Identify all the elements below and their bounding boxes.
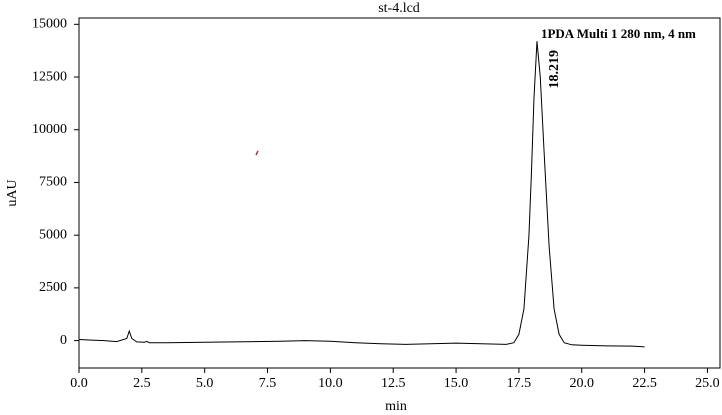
x-tick-label: 15.0 — [444, 376, 469, 391]
x-tick-label: 5.0 — [196, 376, 214, 391]
x-tick-label: 7.5 — [259, 376, 277, 391]
y-tick-label: 12500 — [32, 69, 67, 84]
x-tick-label: 20.0 — [569, 376, 594, 391]
x-tick-label: 17.5 — [507, 376, 532, 391]
y-tick-label: 10000 — [32, 122, 67, 137]
plot-frame — [78, 17, 721, 369]
x-tick-label: 12.5 — [381, 376, 406, 391]
stray-mark — [255, 150, 259, 156]
y-tick-label: 0 — [60, 333, 67, 348]
chart-title: st-4.lcd — [378, 1, 420, 16]
y-tick-label: 7500 — [39, 175, 67, 190]
y-tick-label: 2500 — [39, 280, 67, 295]
series-label: 1PDA Multi 1 280 nm, 4 nm — [541, 26, 696, 41]
x-tick-label: 10.0 — [318, 376, 343, 391]
x-tick-label: 22.5 — [632, 376, 657, 391]
x-axis-label: min — [385, 399, 407, 414]
x-tick-label: 0.0 — [70, 376, 88, 391]
y-tick-label: 5000 — [39, 227, 67, 242]
peak-label: 18.219 — [547, 50, 562, 89]
data-line — [78, 41, 645, 348]
y-axis-label: uAU — [5, 179, 20, 206]
y-tick-label: 15000 — [32, 17, 67, 32]
x-tick-label: 25.0 — [695, 376, 720, 391]
x-tick-label: 2.5 — [133, 376, 151, 391]
